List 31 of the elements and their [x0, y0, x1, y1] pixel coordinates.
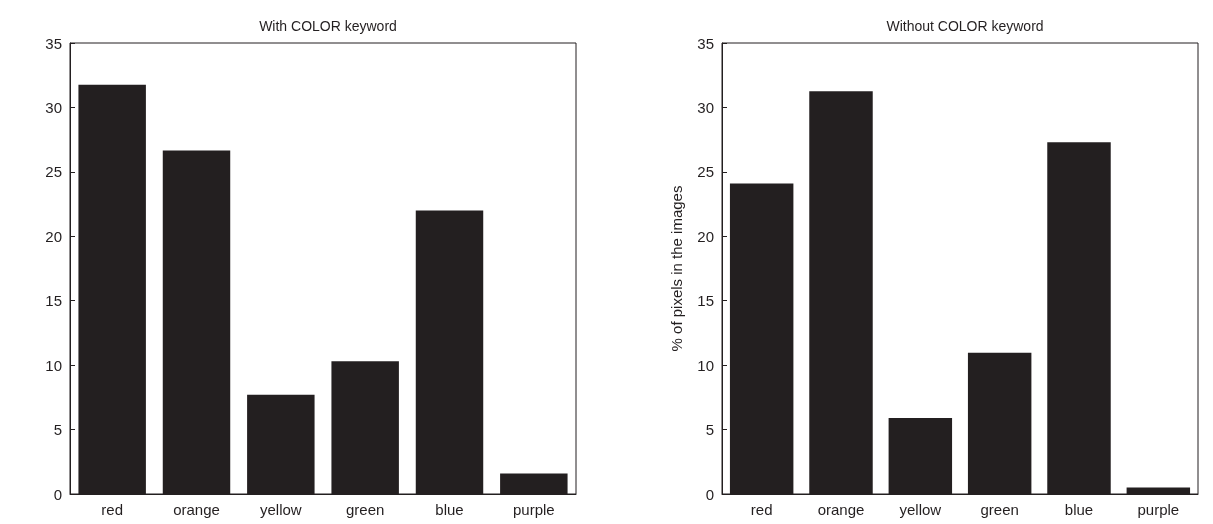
chart-title: With COLOR keyword [259, 18, 397, 34]
y-tick-label: 0 [53, 485, 62, 503]
y-tick-label: 15 [45, 292, 62, 310]
y-tick-label: 10 [45, 356, 62, 374]
x-tick-label: green [980, 501, 1019, 518]
x-tick-label: purple [1137, 501, 1180, 518]
y-tick-label: 30 [697, 98, 714, 116]
y-tick-label: 15 [697, 292, 714, 310]
y-tick-label: 5 [705, 421, 714, 439]
y-tick-label: 0 [705, 485, 714, 503]
x-tick-label: blue [1064, 501, 1094, 518]
x-tick-label: blue [435, 501, 464, 518]
x-tick-label: purple [512, 501, 555, 518]
y-tick-label: 20 [697, 227, 714, 245]
y-tick-label: 5 [53, 421, 62, 439]
y-tick-label: 35 [45, 34, 62, 52]
x-tick-label: yellow [899, 501, 942, 518]
x-tick-label: orange [817, 501, 865, 518]
x-tick-label: yellow [259, 501, 302, 518]
x-tick-label: green [345, 501, 385, 518]
y-tick-label: 25 [45, 163, 62, 181]
y-tick-label: 35 [697, 34, 714, 52]
y-tick-label: 20 [45, 227, 62, 245]
x-tick-label: orange [173, 501, 220, 518]
x-tick-label: red [750, 501, 773, 518]
y-tick-label: 25 [697, 163, 714, 181]
chart-title: Without COLOR keyword [886, 18, 1044, 34]
y-axis-title: % of pixels in the images [668, 185, 685, 352]
y-tick-label: 30 [45, 98, 62, 116]
y-tick-label: 10 [697, 356, 714, 374]
x-tick-label: red [101, 501, 124, 518]
